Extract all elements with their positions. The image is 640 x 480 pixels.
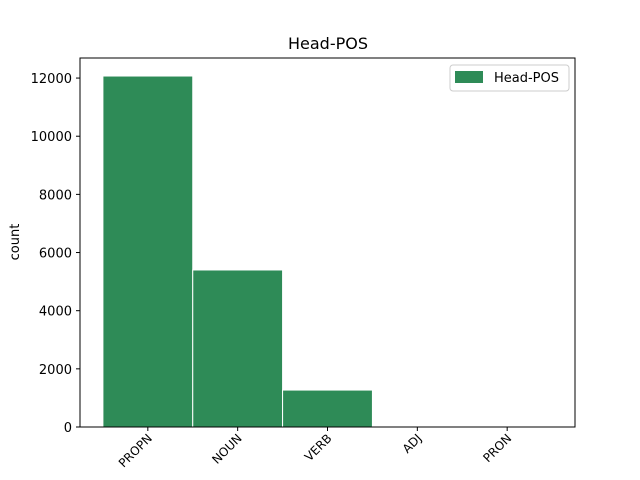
y-tick-label: 8000 <box>39 188 72 203</box>
y-tick-label: 6000 <box>39 247 72 262</box>
bar <box>282 389 373 428</box>
legend-swatch <box>455 71 483 83</box>
x-tick-label: PRON <box>480 431 514 465</box>
legend-label: Head-POS <box>494 71 559 86</box>
x-tick-label: NOUN <box>209 431 244 466</box>
x-tick-label: PROPN <box>116 431 155 470</box>
y-tick-label: 4000 <box>39 305 72 320</box>
x-tick-label: ADJ <box>400 431 425 456</box>
axes-frame <box>79 57 576 428</box>
y-tick-label: 12000 <box>31 72 72 87</box>
legend: Head-POS <box>449 64 570 92</box>
y-axis-label: count <box>8 224 23 261</box>
x-tick-label: VERB <box>302 431 335 464</box>
y-tick-label: 10000 <box>31 130 72 145</box>
y-tick-label: 0 <box>64 421 72 436</box>
chart-title: Head-POS <box>288 34 368 53</box>
y-tick-label: 2000 <box>39 363 72 378</box>
bar <box>192 269 284 428</box>
bar <box>102 75 194 428</box>
